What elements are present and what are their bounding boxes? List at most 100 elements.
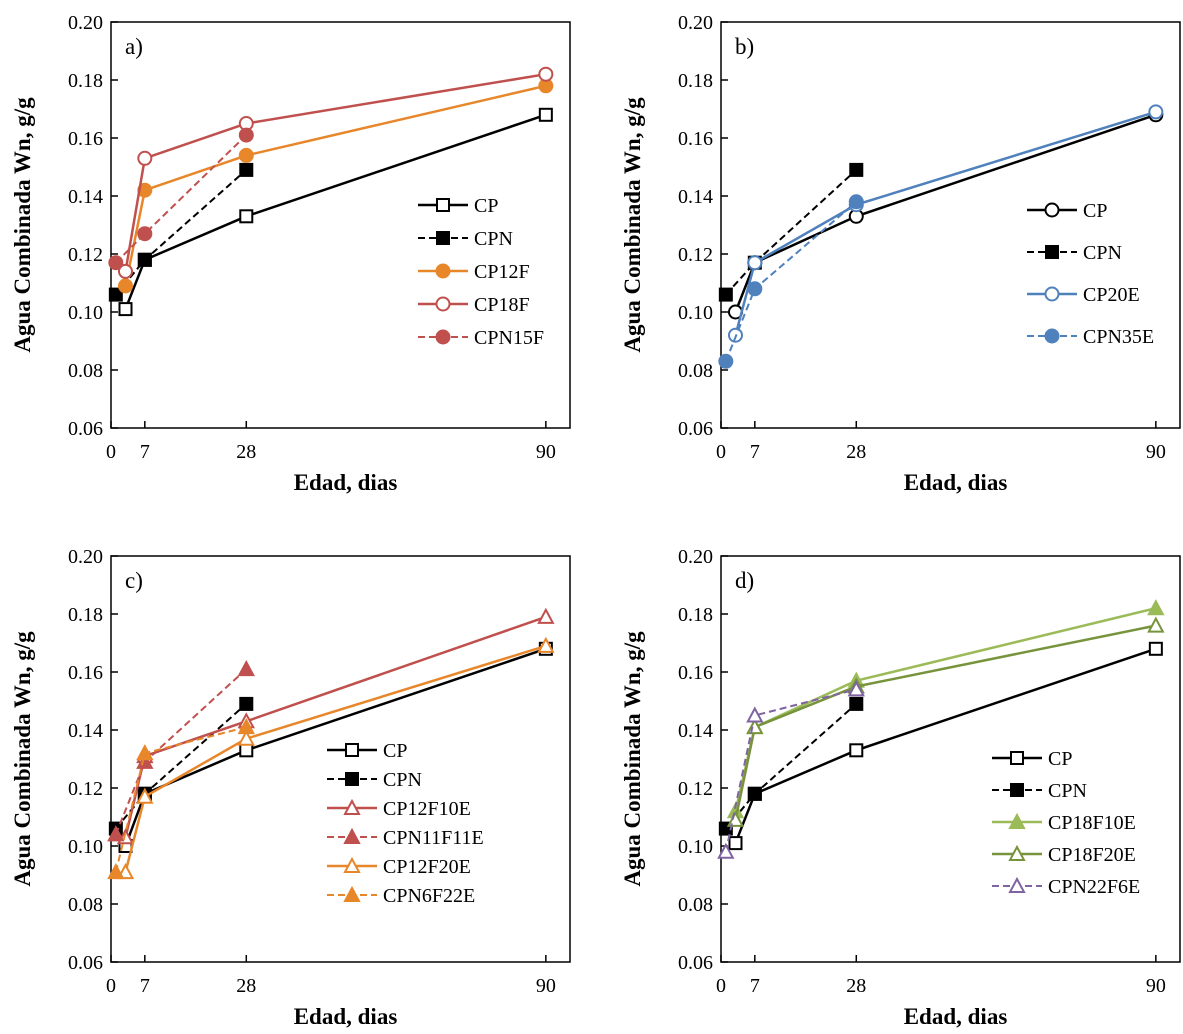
legend-entry-label: CP <box>1048 748 1072 770</box>
legend-entry-label: CPN <box>474 228 513 250</box>
data-point <box>1148 641 1163 656</box>
y-axis-label: Agua Combinada Wn, g/g <box>620 97 645 353</box>
y-tick-label: 0.06 <box>678 418 713 440</box>
legend-marker <box>435 263 451 279</box>
x-axis-label: Edad, dias <box>904 470 1008 495</box>
data-point <box>726 810 745 827</box>
data-point <box>746 706 764 723</box>
y-tick-label: 0.12 <box>68 778 103 800</box>
legend-entry-label: CP12F20E <box>383 856 471 878</box>
series-CPN22F6E <box>717 680 865 859</box>
data-point <box>136 787 154 804</box>
data-point <box>747 786 762 801</box>
data-point <box>118 302 133 317</box>
series-CPN6F22E <box>107 717 255 880</box>
legend: CP CPN CP12F CP18F CPN15F <box>418 195 544 349</box>
y-tick-label: 0.12 <box>678 778 713 800</box>
y-axis-label: Agua Combinada Wn, g/g <box>620 631 645 887</box>
data-point <box>1147 599 1165 616</box>
legend-entry-label: CP18F10E <box>1048 812 1136 834</box>
x-tick-label: 7 <box>750 441 760 463</box>
legend-marker <box>1045 245 1059 259</box>
legend: CP CPN CP18F10E CP18F20E CPN22F6E <box>992 748 1140 898</box>
legend-entry-label: CPN <box>1083 242 1122 264</box>
x-tick-label: 7 <box>140 441 150 463</box>
legend-marker <box>1008 812 1026 829</box>
data-point <box>728 836 743 851</box>
data-point <box>849 162 864 177</box>
x-tick-label: 90 <box>1146 441 1166 463</box>
data-point <box>847 680 865 697</box>
y-tick-label: 0.14 <box>68 186 103 208</box>
legend-entry-label: CPN <box>1048 780 1087 802</box>
series-CP18F20E <box>726 616 1165 827</box>
legend-entry-label: CP20E <box>1083 284 1140 306</box>
series-line <box>115 703 247 830</box>
chart-panel-2: 0.06 0.08 0.10 0.12 0.14 0.16 0.18 0.20 0 7 28 90 Ed… <box>620 12 1181 495</box>
y-tick-label: 0.08 <box>68 894 103 916</box>
y-tick-label: 0.16 <box>678 128 713 150</box>
y-tick-label: 0.14 <box>678 720 713 742</box>
panel-label: c) <box>125 568 143 593</box>
data-point <box>1148 104 1164 120</box>
x-tick-label: 28 <box>846 975 866 997</box>
series-CPN <box>718 162 864 302</box>
data-point <box>538 66 554 82</box>
series-line <box>124 647 547 847</box>
data-point <box>117 263 133 279</box>
y-tick-label: 0.06 <box>68 952 103 974</box>
y-tick-label: 0.20 <box>678 12 713 34</box>
data-point <box>108 287 123 302</box>
legend-entry-label: CPN <box>383 769 422 791</box>
legend-marker <box>436 231 450 245</box>
series-line <box>734 110 1157 336</box>
y-tick-label: 0.10 <box>678 836 713 858</box>
series-CP18F10E <box>726 599 1165 819</box>
y-tick-label: 0.16 <box>68 128 103 150</box>
legend-entry-label: CPN22F6E <box>1048 876 1140 898</box>
data-point <box>107 825 125 842</box>
legend: CP CPN CP20E CPN35E <box>1027 200 1154 348</box>
data-point <box>718 287 733 302</box>
plot-frame <box>110 555 571 963</box>
panel-label: b) <box>735 34 754 59</box>
y-tick-label: 0.12 <box>678 244 713 266</box>
series-line <box>734 624 1157 821</box>
legend-marker <box>1010 783 1024 797</box>
legend-entry-label: CP <box>474 195 498 217</box>
y-tick-label: 0.10 <box>68 836 103 858</box>
y-tick-label: 0.06 <box>678 952 713 974</box>
series-line <box>734 113 1157 313</box>
x-tick-label: 28 <box>236 975 256 997</box>
x-tick-label: 28 <box>236 441 256 463</box>
legend-marker <box>343 798 361 815</box>
series-line <box>124 72 547 272</box>
legend-entry-label: CP <box>383 740 407 762</box>
y-tick-label: 0.06 <box>68 418 103 440</box>
y-tick-label: 0.14 <box>678 186 713 208</box>
data-point <box>717 842 735 859</box>
data-point <box>849 696 864 711</box>
data-point <box>137 252 152 267</box>
series-line <box>725 169 857 296</box>
x-tick-label: 0 <box>106 441 116 463</box>
y-tick-label: 0.16 <box>678 662 713 684</box>
legend-entry-label: CPN11F11E <box>383 827 484 849</box>
x-tick-label: 0 <box>716 975 726 997</box>
series-CP20E <box>727 104 1164 343</box>
x-tick-label: 0 <box>106 975 116 997</box>
y-tick-label: 0.18 <box>68 70 103 92</box>
data-point <box>747 281 763 297</box>
x-axis-label: Edad, dias <box>294 1004 398 1029</box>
legend-entry-label: CP <box>1083 200 1107 222</box>
x-axis-label: Edad, dias <box>294 470 398 495</box>
data-point <box>136 744 154 761</box>
y-tick-label: 0.20 <box>678 546 713 568</box>
y-tick-label: 0.08 <box>678 360 713 382</box>
data-point <box>108 255 124 271</box>
data-point <box>117 278 133 294</box>
x-tick-label: 90 <box>1146 975 1166 997</box>
legend-entry-label: CPN15F <box>474 327 544 349</box>
y-tick-label: 0.08 <box>68 360 103 382</box>
